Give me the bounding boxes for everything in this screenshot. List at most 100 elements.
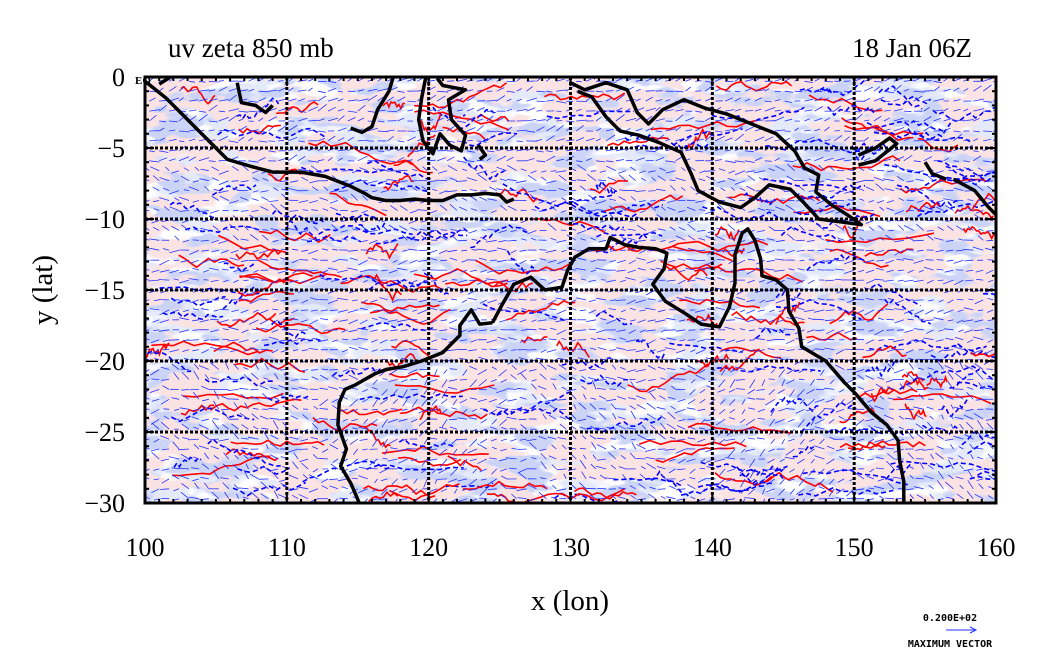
wind-vector — [367, 180, 378, 184]
wind-vector — [933, 98, 944, 102]
wind-vector — [469, 438, 478, 447]
wind-vector — [762, 488, 766, 495]
wind-vector — [371, 418, 378, 425]
wind-vector — [535, 357, 547, 360]
wind-vector — [477, 279, 487, 285]
wind-vector — [469, 397, 477, 400]
wind-vector — [487, 386, 497, 390]
wind-vector — [777, 319, 785, 323]
wind-vector — [446, 190, 458, 193]
wind-vector — [808, 468, 815, 476]
wind-vector — [867, 369, 875, 373]
wind-vector — [638, 483, 646, 490]
wind-vector — [439, 190, 448, 195]
wind-vector — [398, 169, 408, 172]
wind-vector — [431, 468, 438, 474]
wind-vector — [329, 485, 339, 490]
wind-vector — [727, 448, 736, 458]
wind-vector — [536, 150, 544, 153]
positive-contour — [486, 492, 522, 503]
wind-vector — [152, 319, 160, 323]
wind-vector — [437, 157, 446, 162]
wind-vector — [906, 180, 914, 183]
wind-vector — [233, 401, 239, 410]
wind-vector — [824, 87, 829, 92]
wind-vector — [781, 379, 786, 387]
wind-vector — [926, 189, 934, 191]
wind-vector — [301, 177, 309, 182]
wind-vector — [807, 448, 815, 455]
wind-vector — [249, 234, 259, 241]
wind-vector — [212, 177, 219, 182]
wind-vector — [937, 226, 944, 231]
wind-vector — [470, 208, 478, 211]
wind-vector — [864, 119, 870, 122]
wind-vector — [927, 421, 934, 430]
wind-vector — [289, 238, 299, 241]
wind-vector — [923, 125, 932, 132]
wind-vector — [973, 413, 984, 420]
wind-vector — [887, 170, 894, 173]
wind-vector — [437, 170, 448, 174]
wind-vector — [248, 160, 259, 163]
wind-vector — [391, 488, 398, 493]
wind-vector — [429, 348, 438, 350]
wind-vector — [269, 279, 279, 285]
wind-vector — [388, 379, 398, 382]
wind-vector — [456, 97, 463, 102]
wind-vector — [362, 448, 368, 451]
wind-vector — [489, 426, 497, 430]
wind-vector — [983, 130, 993, 132]
wind-vector — [511, 349, 517, 351]
wind-vector — [301, 462, 309, 470]
wind-vector — [393, 389, 398, 394]
wind-vector — [863, 137, 869, 142]
wind-vector — [928, 372, 934, 380]
wind-vector — [818, 468, 825, 475]
wind-vector — [649, 349, 656, 353]
wind-vector — [188, 129, 197, 132]
wind-vector — [576, 160, 583, 163]
wind-vector — [894, 210, 904, 215]
wind-vector — [887, 349, 895, 353]
wind-vector — [233, 279, 239, 283]
wind-vector — [298, 200, 309, 203]
wind-vector — [268, 267, 279, 271]
wind-vector — [485, 239, 497, 243]
wind-vector — [694, 259, 706, 262]
wind-vector — [581, 385, 587, 390]
wind-vector — [648, 170, 656, 173]
wind-vector — [449, 368, 458, 370]
negative-contour — [366, 464, 464, 471]
wind-vector — [209, 210, 219, 214]
wind-vector — [606, 165, 617, 172]
wind-vector — [798, 369, 805, 373]
wind-vector — [431, 166, 438, 172]
wind-vector — [145, 238, 150, 241]
wind-vector — [298, 140, 305, 143]
positive-contour — [839, 440, 926, 449]
wind-vector — [542, 484, 547, 490]
wind-vector — [894, 163, 905, 172]
wind-vector — [690, 186, 696, 191]
wind-vector — [667, 396, 676, 400]
wind-vector — [288, 137, 298, 142]
wind-vector — [758, 478, 766, 487]
positive-contour — [715, 80, 793, 92]
wind-vector — [655, 134, 665, 142]
wind-vector — [896, 176, 905, 182]
wind-vector — [536, 100, 546, 102]
wind-vector — [806, 239, 815, 242]
wind-vector — [938, 299, 944, 303]
wind-vector — [462, 369, 468, 376]
wind-vector — [570, 179, 577, 182]
wind-vector — [298, 98, 306, 102]
wind-vector — [786, 398, 795, 406]
wind-vector — [182, 309, 190, 313]
wind-vector — [815, 329, 825, 332]
wind-vector — [936, 259, 944, 261]
wind-vector — [418, 408, 428, 414]
wind-vector — [218, 239, 229, 244]
wind-vector — [727, 224, 736, 231]
wind-vector — [664, 448, 676, 451]
